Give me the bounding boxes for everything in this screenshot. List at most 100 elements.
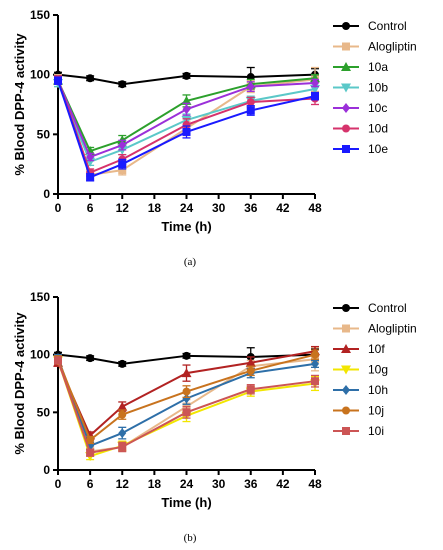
legend-label: Alogliptin <box>368 322 417 336</box>
data-point <box>86 152 95 163</box>
series-10d <box>54 75 319 177</box>
data-point <box>86 436 95 445</box>
data-point <box>182 393 191 404</box>
x-tick-label: 6 <box>87 477 94 491</box>
series-10e <box>54 76 319 182</box>
y-tick-label: 100 <box>30 348 50 362</box>
data-point <box>86 74 95 83</box>
data-point <box>117 401 128 411</box>
legend-label: 10a <box>368 60 388 74</box>
panel-b: 0 50 100 150 0 6 12 18 24 30 36 42 48 Time (h) % Blood… <box>12 290 417 510</box>
legend-marker <box>342 385 350 395</box>
data-point <box>311 350 319 359</box>
data-point <box>118 140 127 151</box>
legend-label: Control <box>368 19 407 33</box>
legend-label: 10f <box>368 342 385 356</box>
data-point <box>311 358 319 369</box>
data-point <box>246 106 255 115</box>
legend-marker <box>342 22 350 30</box>
x-tick-label: 24 <box>180 477 194 491</box>
x-tick-label: 36 <box>244 201 258 215</box>
legend-label: 10b <box>368 81 388 95</box>
legend-marker <box>342 124 350 133</box>
series-line <box>57 77 316 153</box>
legend-label: 10h <box>368 383 388 397</box>
series-line <box>57 82 316 164</box>
x-tick-label: 36 <box>244 477 258 491</box>
legend-label: 10e <box>368 142 388 156</box>
data-point <box>54 356 62 365</box>
data-point <box>182 120 191 129</box>
series-10i <box>54 356 319 457</box>
data-point <box>86 173 95 182</box>
legend-label: 10c <box>368 101 387 115</box>
legend-marker <box>342 42 350 51</box>
y-axis-label: % Blood DPP-4 activity <box>12 33 27 176</box>
data-point <box>54 76 62 85</box>
series-line <box>57 353 316 365</box>
data-point <box>246 81 255 92</box>
x-tick-label: 12 <box>116 201 130 215</box>
x-tick-label: 42 <box>276 201 290 215</box>
legend-marker <box>342 406 350 415</box>
legend-marker <box>342 324 350 333</box>
x-tick-label: 0 <box>55 201 62 215</box>
x-tick-label: 42 <box>276 477 290 491</box>
series-line <box>57 357 316 448</box>
x-tick-label: 30 <box>212 201 226 215</box>
y-tick-label: 50 <box>37 405 51 419</box>
x-axis-label: Time (h) <box>161 219 211 234</box>
panel-a: 0 50 100 150 0 6 12 18 24 30 36 42 48 Time (h) % Blood… <box>12 8 417 234</box>
legend-label: Control <box>368 301 407 315</box>
x-tick-label: 12 <box>116 477 130 491</box>
data-point <box>182 408 191 417</box>
y-tick-label: 0 <box>43 463 50 477</box>
x-tick-label: 0 <box>55 477 62 491</box>
legend-label: 10g <box>368 363 388 377</box>
y-tick-label: 0 <box>43 187 50 201</box>
x-tick-label: 30 <box>212 477 226 491</box>
series-line <box>57 360 316 454</box>
legend-label: 10j <box>368 404 384 418</box>
data-point <box>182 387 191 396</box>
y-tick-label: 50 <box>37 127 51 141</box>
data-point <box>181 368 192 378</box>
legend-label: Alogliptin <box>368 40 417 54</box>
legend-label: 10i <box>368 424 384 438</box>
data-point <box>245 357 256 367</box>
x-tick-label: 18 <box>148 477 162 491</box>
data-point <box>182 127 191 136</box>
y-tick-label: 150 <box>30 290 50 304</box>
y-tick-label: 100 <box>30 68 50 82</box>
data-point <box>182 104 191 115</box>
series-line <box>57 80 316 179</box>
y-axis-label: % Blood DPP-4 activity <box>12 312 27 455</box>
data-point <box>246 98 255 107</box>
data-point <box>311 78 319 89</box>
caption-a: (a) <box>184 256 197 268</box>
series-10j <box>54 349 319 445</box>
legend-marker <box>342 304 350 312</box>
data-point <box>182 71 191 80</box>
x-tick-label: 48 <box>308 477 322 491</box>
series-line <box>57 79 316 174</box>
x-tick-label: 6 <box>87 201 94 215</box>
data-point <box>86 354 95 363</box>
legend-marker <box>342 427 350 435</box>
data-point <box>118 160 127 169</box>
data-point <box>118 428 127 439</box>
legend-marker <box>341 83 351 93</box>
data-point <box>118 359 127 368</box>
data-point <box>246 366 255 375</box>
legend-marker <box>341 365 351 375</box>
legend-marker <box>342 103 350 113</box>
x-tick-label: 24 <box>180 201 194 215</box>
y-tick-label: 150 <box>30 8 50 22</box>
data-point <box>182 351 191 360</box>
series-line <box>57 80 316 159</box>
data-point <box>118 80 127 89</box>
caption-b: (b) <box>184 532 197 544</box>
legend-marker <box>342 145 350 153</box>
data-point <box>311 92 319 101</box>
